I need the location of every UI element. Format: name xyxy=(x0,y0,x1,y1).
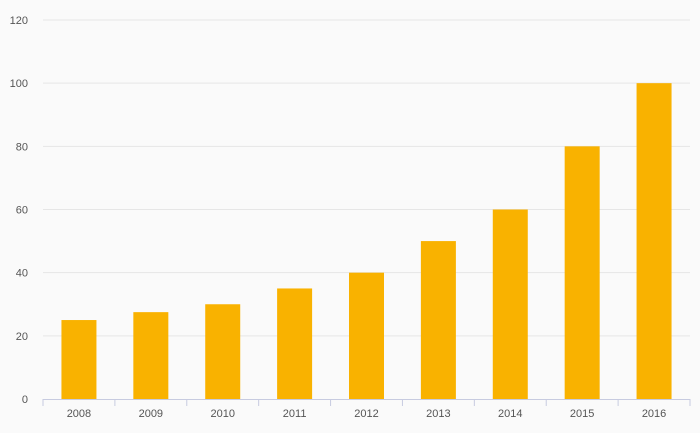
x-axis xyxy=(42,399,691,406)
x-tick-label-2012: 2012 xyxy=(354,408,378,420)
bar-2011[interactable] xyxy=(277,288,313,399)
x-tick-label-2015: 2015 xyxy=(570,408,594,420)
bar-2012[interactable] xyxy=(349,272,384,399)
bar-2010[interactable] xyxy=(205,304,241,399)
x-tick-label-2008: 2008 xyxy=(67,408,91,420)
x-tick-label-2016: 2016 xyxy=(642,408,666,420)
bar-2013[interactable] xyxy=(420,241,456,399)
y-tick-label: 80 xyxy=(16,141,28,153)
y-tick-label: 40 xyxy=(16,268,28,280)
bars xyxy=(61,83,672,400)
x-tick-label-2014: 2014 xyxy=(498,408,522,420)
x-tick-label-2009: 2009 xyxy=(139,408,163,420)
y-tick-label: 100 xyxy=(10,78,28,90)
y-tick-label: 120 xyxy=(10,15,28,27)
y-tick-labels: 0 20 40 60 80 100 120 xyxy=(10,15,28,406)
x-tick-labels: 2008 2009 2010 2011 2012 2013 2014 2015 2016 xyxy=(67,408,667,420)
bar-2016[interactable] xyxy=(636,83,672,400)
bar-2008[interactable] xyxy=(61,320,97,399)
x-tick-label-2011: 2011 xyxy=(283,408,307,420)
bar-2009[interactable] xyxy=(133,312,169,399)
y-tick-label: 20 xyxy=(16,331,28,343)
bar-2015[interactable] xyxy=(564,146,600,399)
x-tick-label-2010: 2010 xyxy=(210,408,234,420)
x-tick-label-2013: 2013 xyxy=(426,408,450,420)
y-tick-label: 60 xyxy=(16,205,28,217)
bar-2014[interactable] xyxy=(492,209,528,400)
y-tick-label: 0 xyxy=(22,394,28,406)
